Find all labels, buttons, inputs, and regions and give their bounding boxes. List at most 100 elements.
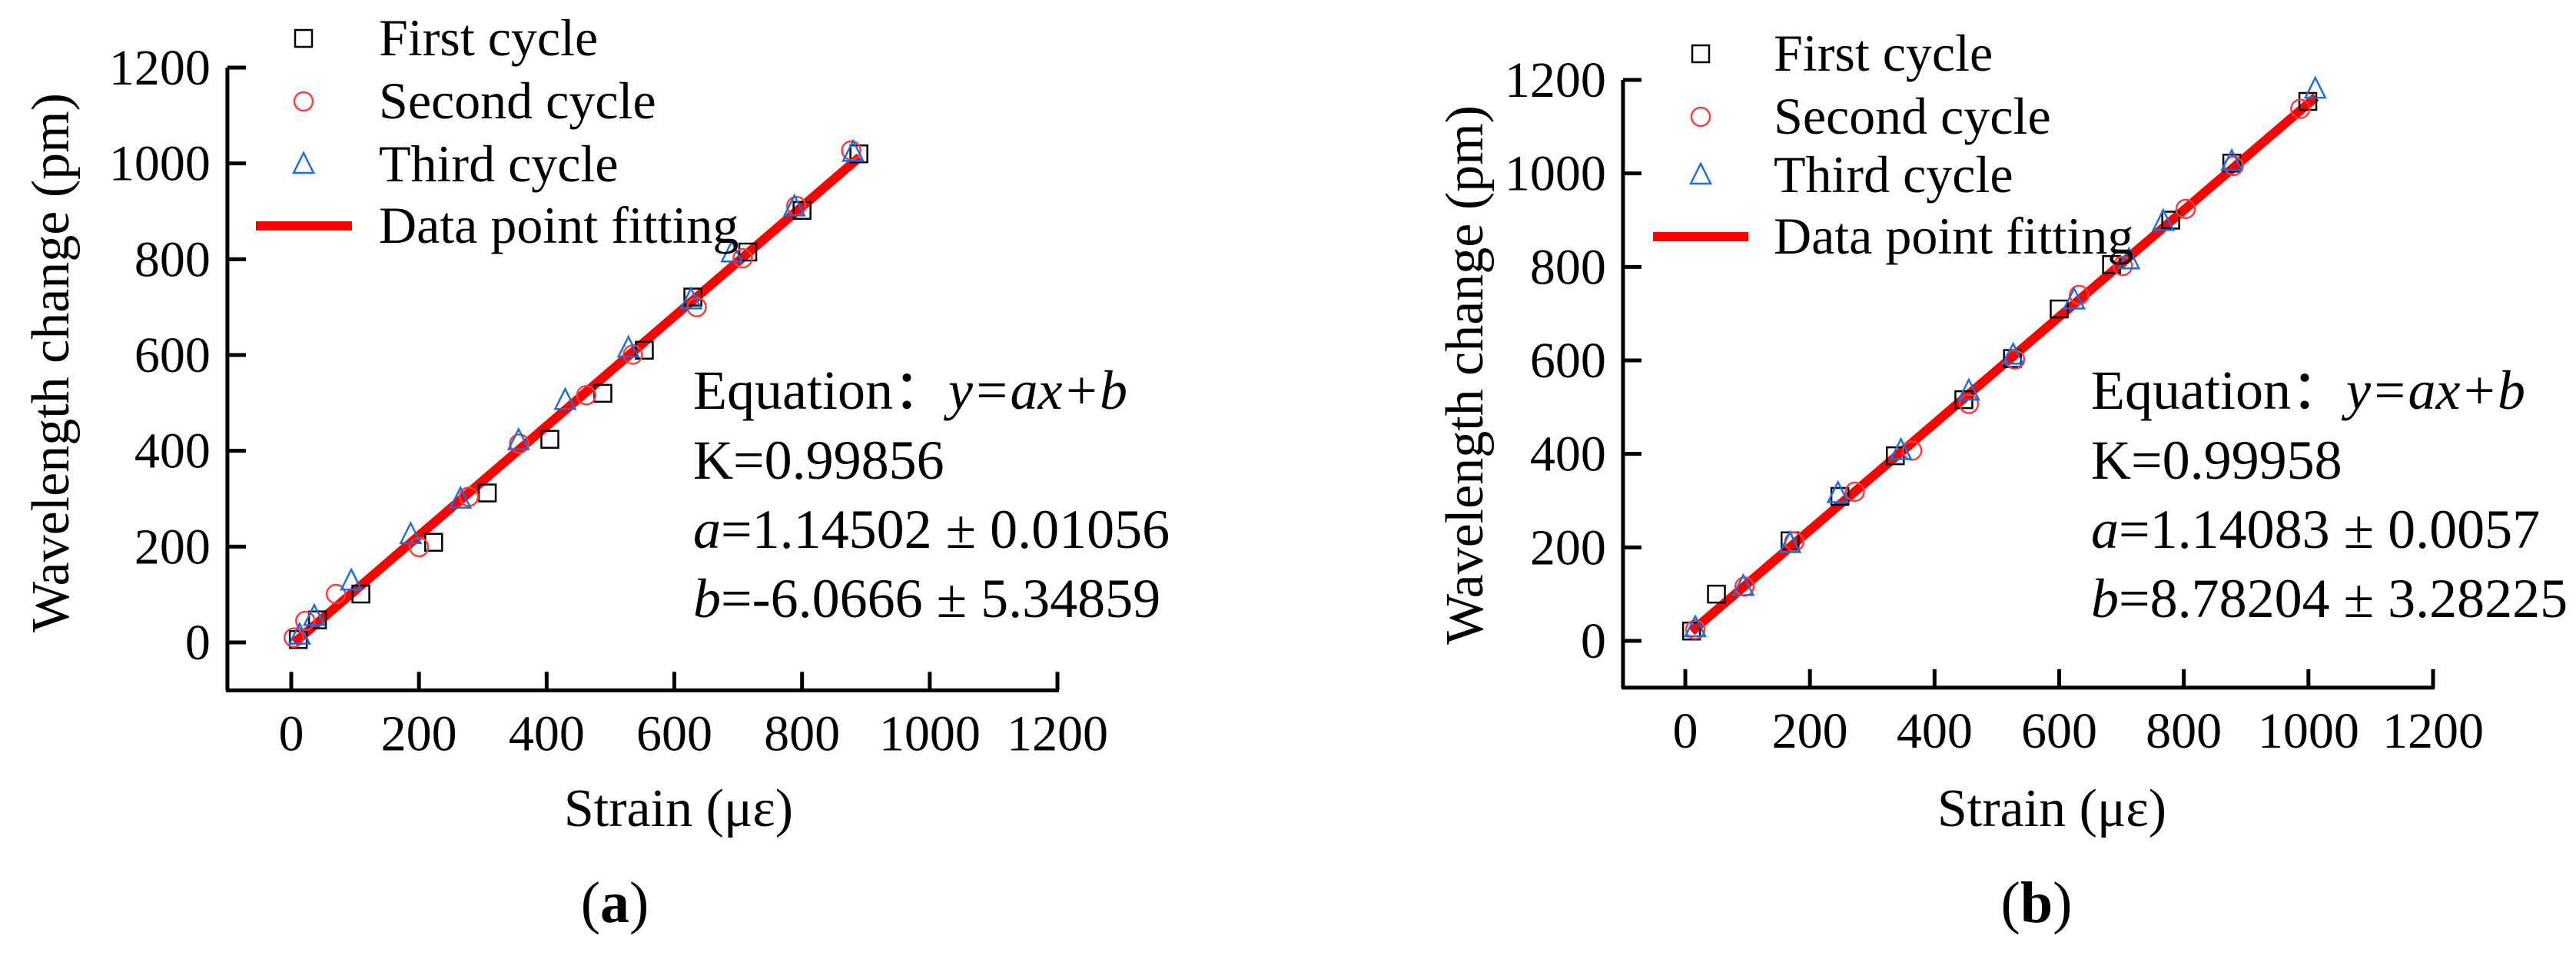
data-point-circle <box>1844 481 1865 503</box>
a-value: =1.14502 ± 0.01056 <box>721 499 1170 560</box>
x-tick-label: 600 <box>636 705 712 762</box>
x-tick-label: 800 <box>2146 703 2222 759</box>
y-tick-label: 400 <box>1530 426 1606 483</box>
y-tick-label: 1200 <box>1505 52 1606 108</box>
caption-paren: ( <box>581 871 600 935</box>
data-point-triangle <box>449 485 473 509</box>
data-point-triangle <box>1957 377 1980 401</box>
x-tick-label: 600 <box>2021 703 2097 759</box>
data-point-triangle <box>616 334 640 358</box>
b-value-text: b=8.78204 ± 3.28225 <box>2091 568 2568 629</box>
data-point-square <box>792 201 812 221</box>
a-symbol: a <box>693 499 721 560</box>
k-value: K=0.99856 <box>693 430 944 491</box>
panel-caption: (a) <box>581 871 649 935</box>
a-value: =1.14083 ± 0.0057 <box>2119 499 2540 560</box>
data-point-triangle <box>720 239 744 263</box>
data-point-triangle <box>1683 614 1707 638</box>
data-point-triangle <box>782 193 806 217</box>
data-point-triangle <box>399 520 423 544</box>
y-tick-label: 200 <box>134 519 211 575</box>
x-tick-label: 200 <box>381 705 457 762</box>
caption-paren: ( <box>2001 871 2020 935</box>
y-tick-label: 0 <box>1581 613 1606 669</box>
data-point-triangle <box>2117 246 2141 270</box>
data-point-triangle <box>340 567 363 591</box>
equation-formula: y=ax+b <box>2341 360 2525 421</box>
a-value-text: a=1.14083 ± 0.0057 <box>2091 499 2540 560</box>
y-tick-label: 800 <box>134 231 211 287</box>
data-point-circle <box>295 610 316 632</box>
data-point-circle <box>325 583 347 605</box>
legend-circle-icon <box>293 91 314 112</box>
x-tick-label: 400 <box>1897 703 1973 759</box>
y-axis-label: Wavelength change (pm) <box>22 93 81 632</box>
x-tick-label: 200 <box>1772 703 1848 759</box>
y-tick-label: 1000 <box>1505 146 1606 202</box>
y-tick-label: 600 <box>134 327 211 383</box>
a-symbol: a <box>2091 499 2119 560</box>
y-tick-label: 1200 <box>109 40 211 96</box>
legend-label: First cycle <box>379 8 598 67</box>
panel-caption: (b) <box>2001 871 2073 935</box>
x-tick-label: 1200 <box>1007 705 1108 762</box>
data-point-triangle <box>1778 529 1802 553</box>
data-point-triangle <box>2062 286 2086 310</box>
data-point-triangle <box>302 602 326 626</box>
fit-annotation: Equation：y=ax+b K=0.99856 a=1.14502 ± 0.01… <box>693 360 1170 629</box>
data-point-square <box>477 483 497 503</box>
legend-label: Second cycle <box>1774 87 2051 145</box>
data-point-triangle <box>2220 148 2244 171</box>
x-tick-label: 800 <box>764 705 840 762</box>
equation-formula: y=ax+b <box>943 360 1127 421</box>
equation-text: Equation：y=ax+b <box>693 360 1127 421</box>
a-value-text: a=1.14502 ± 0.01056 <box>693 499 1170 560</box>
legend-circle-icon <box>1690 106 1711 128</box>
series-third-cycle <box>1683 75 2327 638</box>
equation-label: Equation： <box>693 360 948 421</box>
data-point-circle <box>284 627 304 649</box>
b-symbol: b <box>2091 568 2119 629</box>
k-value: K=0.99958 <box>2091 430 2342 491</box>
data-point-triangle <box>506 426 530 450</box>
x-tick-label: 0 <box>279 705 304 762</box>
data-point-square <box>540 430 559 449</box>
data-point-square <box>2222 154 2242 173</box>
caption-letter: b <box>2020 871 2053 935</box>
b-value: =-6.0666 ± 5.34859 <box>721 568 1160 629</box>
b-symbol: b <box>693 568 721 629</box>
legend-label: Data point fitting <box>1774 207 2133 265</box>
x-tick-label: 1200 <box>2382 703 2484 759</box>
caption-letter: a <box>600 871 629 935</box>
legend-label: Second cycle <box>379 71 656 130</box>
legend-triangle-icon <box>1688 161 1713 185</box>
data-point-square <box>1707 584 1726 604</box>
data-point-circle <box>841 140 861 161</box>
data-point-triangle <box>679 286 703 310</box>
data-point-triangle <box>1731 572 1755 596</box>
caption-paren: ) <box>2053 871 2072 935</box>
data-point-triangle <box>553 387 577 410</box>
y-axis-label: Wavelength change (pm) <box>1436 105 1495 645</box>
legend-label: Third cycle <box>1774 145 2013 204</box>
y-tick-label: 800 <box>1530 239 1606 295</box>
legend-label: Third cycle <box>379 134 619 193</box>
data-point-square <box>424 533 443 552</box>
x-tick-label: 1000 <box>2258 703 2359 759</box>
legend-label: First cycle <box>1774 24 1993 82</box>
data-point-circle <box>2290 98 2311 119</box>
x-axis-label: Strain (με) <box>564 779 793 838</box>
legend-triangle-icon <box>291 151 316 174</box>
data-point-circle <box>2112 255 2133 277</box>
y-tick-label: 400 <box>134 423 211 480</box>
fit-annotation: Equation：y=ax+b K=0.99958 a=1.14083 ± 0.00… <box>2091 360 2568 629</box>
equation-label: Equation： <box>2091 360 2346 421</box>
legend-square-icon <box>1691 44 1711 64</box>
y-tick-label: 0 <box>185 615 211 671</box>
data-point-circle <box>1685 619 1706 640</box>
data-point-triangle <box>842 138 865 162</box>
legend-square-icon <box>294 28 314 48</box>
